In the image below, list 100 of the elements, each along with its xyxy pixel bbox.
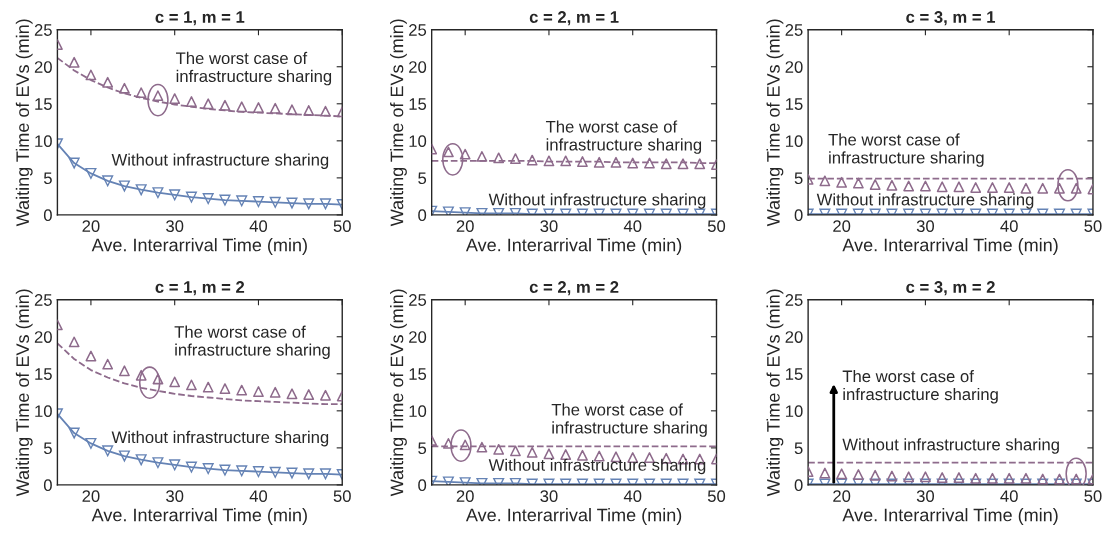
x-tick-label: 20 <box>82 490 100 503</box>
point <box>627 157 639 169</box>
y-tick-label: 25 <box>34 294 52 306</box>
point <box>85 69 97 81</box>
point <box>118 180 130 192</box>
y-tick-label: 20 <box>785 61 803 73</box>
point <box>269 196 281 208</box>
point <box>303 198 315 210</box>
point <box>319 198 332 210</box>
point <box>202 381 214 393</box>
point <box>493 152 505 164</box>
x-tick-label: 40 <box>249 220 268 233</box>
y-tick-label: 10 <box>409 405 427 418</box>
chart-title: c = 2, m = 2 <box>529 281 619 296</box>
point <box>459 148 471 160</box>
point <box>319 468 332 480</box>
point <box>68 157 80 169</box>
point <box>660 158 672 170</box>
point <box>476 150 488 162</box>
x-tick-label: 40 <box>623 220 642 233</box>
chart-title: c = 2, m = 1 <box>529 11 619 26</box>
y-tick-label: 25 <box>409 294 427 306</box>
point <box>135 369 147 381</box>
x-axis-title: Ave. Interarrival Time (min) <box>842 508 1058 525</box>
chart-title: c = 3, m = 1 <box>906 11 996 26</box>
y-tick-label: 5 <box>418 442 427 455</box>
point <box>68 427 80 439</box>
point <box>286 388 298 400</box>
x-tick-label: 50 <box>1084 490 1102 503</box>
point <box>102 445 114 457</box>
point <box>252 466 265 478</box>
chart-title: c = 1, m = 1 <box>155 11 245 26</box>
point <box>102 175 114 187</box>
y-axis-title: Waiting Time of EVs (min) <box>390 19 407 227</box>
x-tick-label: 50 <box>333 490 351 503</box>
y-tick-label: 10 <box>786 405 803 418</box>
y-tick-label: 15 <box>409 368 427 380</box>
point <box>169 459 181 471</box>
point <box>320 105 331 117</box>
y-tick-label: 0 <box>794 209 803 222</box>
line-series <box>57 342 343 406</box>
x-axis-title: Ave. Interarrival Time (min) <box>842 238 1058 255</box>
chart-title: c = 1, m = 2 <box>155 281 245 296</box>
y-tick-label: 5 <box>43 442 52 455</box>
point <box>152 187 164 199</box>
y-tick-label: 25 <box>785 294 803 306</box>
point <box>219 99 231 111</box>
point <box>236 465 248 477</box>
y-tick-label: 15 <box>35 368 52 380</box>
point <box>102 76 114 88</box>
point <box>253 102 264 113</box>
point <box>677 158 689 170</box>
y-tick-label: 0 <box>43 209 52 222</box>
y-tick-label: 20 <box>409 331 427 343</box>
point <box>119 82 130 94</box>
x-tick-label: 30 <box>916 490 935 503</box>
point <box>135 87 147 99</box>
x-tick-label: 50 <box>707 490 726 503</box>
point <box>269 102 281 114</box>
x-axis-title: Ave. Interarrival Time (min) <box>91 238 307 255</box>
y-tick-label: 25 <box>785 24 803 36</box>
y-tick-label: 10 <box>786 135 803 148</box>
point <box>68 336 80 348</box>
y-tick-label: 25 <box>34 24 52 36</box>
point <box>286 467 298 479</box>
point <box>252 196 265 208</box>
point <box>593 156 605 168</box>
y-tick-label: 20 <box>409 61 427 73</box>
y-tick-label: 25 <box>409 24 427 36</box>
point <box>320 389 331 401</box>
y-tick-label: 15 <box>786 98 803 110</box>
y-tick-label: 0 <box>418 209 427 222</box>
point <box>85 437 97 449</box>
x-tick-label: 40 <box>623 490 642 503</box>
x-tick-label: 20 <box>82 220 100 233</box>
point <box>186 379 197 391</box>
point <box>269 466 281 478</box>
point <box>610 156 622 168</box>
y-axis-title: Waiting Time of EVs (min) <box>390 289 407 497</box>
point <box>102 358 114 370</box>
point <box>185 191 198 203</box>
annotation: The worst case of infrastructure sharing <box>545 120 702 154</box>
annotation: The worst case of infrastructure sharing <box>175 51 332 86</box>
point <box>577 156 588 168</box>
point <box>442 206 454 215</box>
y-tick-label: 15 <box>786 368 803 380</box>
y-tick-label: 0 <box>794 479 803 492</box>
x-tick-label: 20 <box>456 490 474 503</box>
x-tick-label: 50 <box>333 220 351 233</box>
point <box>442 146 454 158</box>
point <box>644 157 655 169</box>
point <box>68 56 80 68</box>
point <box>219 194 231 206</box>
point <box>526 154 538 166</box>
x-tick-label: 50 <box>707 220 726 233</box>
y-tick-label: 20 <box>34 331 52 343</box>
x-axis-title: Ave. Interarrival Time (min) <box>91 508 307 525</box>
x-axis-title: Ave. Interarrival Time (min) <box>465 508 682 525</box>
point <box>152 457 164 469</box>
x-tick-label: 30 <box>166 490 184 503</box>
